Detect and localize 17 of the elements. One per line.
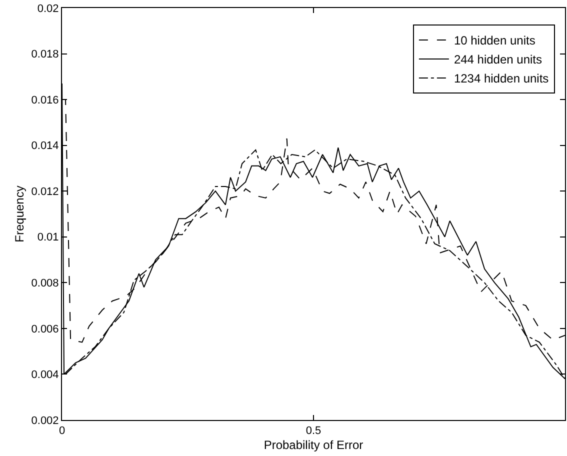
y-tick-label: 0.02 — [37, 2, 59, 15]
legend-label: 10 hidden units — [454, 34, 536, 48]
legend-label: 1234 hidden units — [454, 72, 549, 86]
y-tick-label: 0.016 — [31, 94, 59, 106]
legend-label: 244 hidden units — [454, 52, 542, 67]
x-tick-label: 0 — [58, 425, 66, 438]
x-axis-title: Probability of Error — [264, 438, 364, 452]
y-axis-title: Frequency — [12, 186, 27, 242]
x-tick-label: 0.5 — [306, 425, 322, 438]
y-tick-label: 0.018 — [31, 48, 59, 61]
y-tick-label: 0.004 — [31, 369, 59, 382]
y-tick-label: 0.008 — [31, 278, 59, 290]
y-tick-label: 0.002 — [31, 414, 59, 427]
y-tick-label: 0.01 — [37, 232, 59, 244]
y-tick-label: 0.012 — [31, 186, 59, 198]
y-tick-label: 0.014 — [31, 140, 59, 152]
y-tick-label: 0.006 — [31, 323, 59, 336]
